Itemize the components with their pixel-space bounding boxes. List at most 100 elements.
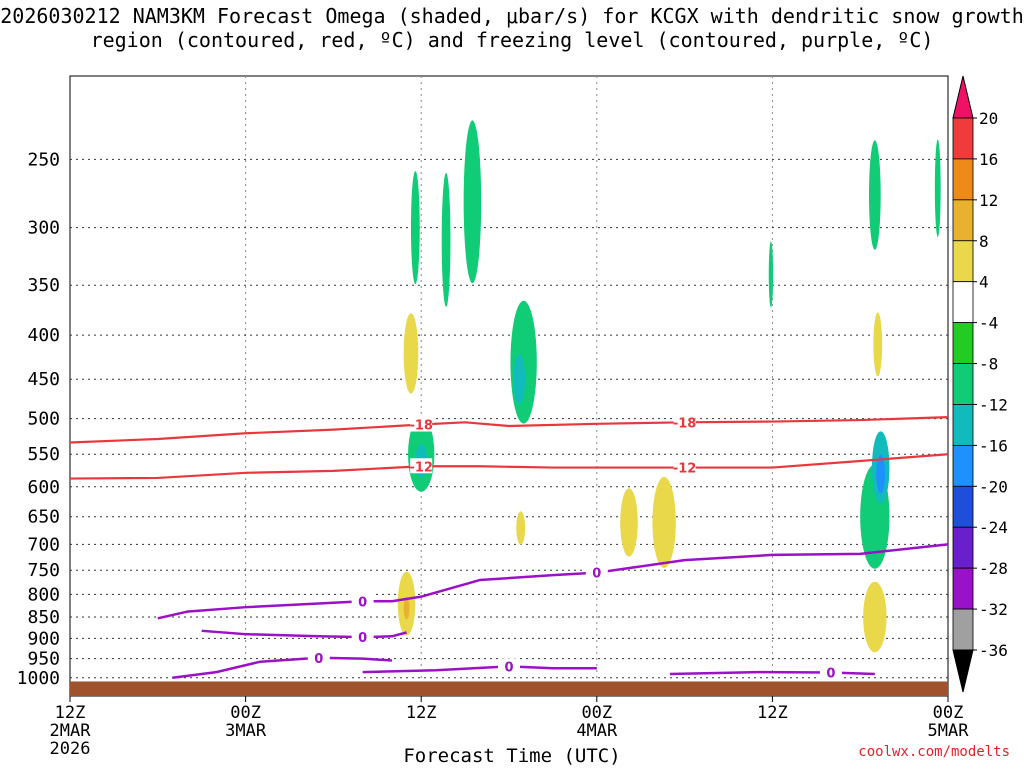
colorbar-label: -20 [979,477,1008,496]
contour-label-bg [307,649,330,665]
x-tick-label: 00Z [581,703,612,723]
contour-label: -12 [409,460,433,475]
colorbar-swatch [952,567,974,610]
freezing-level-contour [157,543,949,620]
omega-cell [516,511,526,545]
colorbar-swatch [952,240,974,283]
colorbar-swatch [952,485,974,528]
contour-label: 0 [314,652,323,667]
y-tick-label: 500 [27,409,60,430]
x-tick-label: 5MAR [928,721,970,741]
contour-label: 0 [592,567,601,582]
omega-cell [876,454,886,494]
colorbar-label: 16 [979,150,998,169]
colorbar-swatch [952,158,974,201]
freezing-level-contour [201,629,407,639]
y-tick-label: 550 [27,444,60,465]
dendritic-contour [69,453,949,480]
y-tick-label: 350 [27,275,60,296]
colorbar-bottom-arrow [952,649,974,693]
colorbar-top-arrow [952,75,974,119]
colorbar-swatch [952,117,974,160]
omega-cell [934,139,941,237]
contour-label: 0 [826,666,835,681]
omega-cell [873,312,883,377]
contour-label-bg [498,658,520,674]
x-tick-label: 3MAR [225,721,267,741]
omega-cell [463,120,482,284]
freezing-level-contour [172,656,393,679]
colorbar-label: -24 [979,518,1008,537]
omega-cell [441,172,451,307]
plot-area: 2503003504004505005506006507007508008509… [17,75,970,759]
contour-label: -18 [673,416,697,431]
y-tick-label: 900 [27,628,60,649]
y-tick-label: 600 [27,477,60,498]
x-axis-title: Forecast Time (UTC) [403,745,621,767]
contour-label: -12 [673,462,697,477]
contour-label-bg [351,629,374,645]
colorbar-label: -4 [979,314,998,333]
colorbar-label: -8 [979,355,998,374]
dendritic-contour [69,415,949,444]
x-tick-label: 4MAR [576,721,618,741]
surface-terrain [70,681,948,696]
contour-label: 0 [504,660,513,675]
contour-label-bg [351,593,374,609]
contour-label-bg [410,416,433,432]
contour-label: 0 [358,631,367,646]
y-tick-label: 1000 [17,668,60,689]
y-tick-label: 850 [27,607,60,628]
colorbar-label: 8 [979,232,989,251]
colorbar-label: -36 [979,641,1008,660]
x-tick-label: 2026 [50,739,91,759]
contour-label-bg [673,414,696,430]
contour-label-bg [585,564,608,580]
x-tick-label: 00Z [230,703,261,723]
omega-cell [868,140,881,250]
omega-cell [403,313,419,394]
colorbar-label: 20 [979,109,998,128]
contour-label-bg [673,459,696,475]
freezing-level-contour [669,670,875,676]
x-tick-label: 2MAR [50,721,92,741]
chart-title: 2026030212 NAM3KM Forecast Omega (shaded… [0,4,1024,52]
colorbar-swatch [952,281,974,324]
colorbar-label: 4 [979,273,989,292]
colorbar-label: -12 [979,395,1008,414]
x-tick-label: 12Z [757,703,788,723]
y-tick-label: 400 [27,325,60,346]
x-tick-label: 12Z [55,703,86,723]
omega-cell [863,581,887,653]
omega-cell [510,300,537,424]
colorbar: 20 16 12 8 4 -4 -8 -12 -16 -20 -24 -28 -32 -36 [952,75,1008,693]
y-tick-label: 800 [27,584,60,605]
contour-label: -18 [409,419,433,434]
contour-label-bg [410,458,433,474]
y-tick-label: 450 [27,369,60,390]
omega-cell [403,596,410,620]
colorbar-label: -28 [979,559,1008,578]
contour-label: 0 [358,595,367,610]
plot-frame [69,75,949,697]
y-tick-label: 700 [27,534,60,555]
colorbar-label: 12 [979,191,998,210]
x-tick-label: 12Z [406,703,437,723]
y-tick-label: 650 [27,507,60,528]
colorbar-swatch [952,363,974,405]
omega-cell [513,354,526,405]
colorbar-label: -16 [979,436,1008,455]
colorbar-swatch [952,404,974,446]
colorbar-swatch [952,199,974,242]
colorbar-label: -32 [979,600,1008,619]
y-tick-label: 300 [27,218,60,239]
y-tick-label: 750 [27,560,60,581]
y-tick-label: 950 [27,649,60,670]
omega-cell [410,171,420,285]
colorbar-swatch [952,444,974,487]
omega-cell [652,476,676,568]
y-tick-label: 250 [27,149,60,170]
credit-text[interactable]: coolwx.com/modelts [858,744,1010,760]
omega-cell [768,241,774,308]
